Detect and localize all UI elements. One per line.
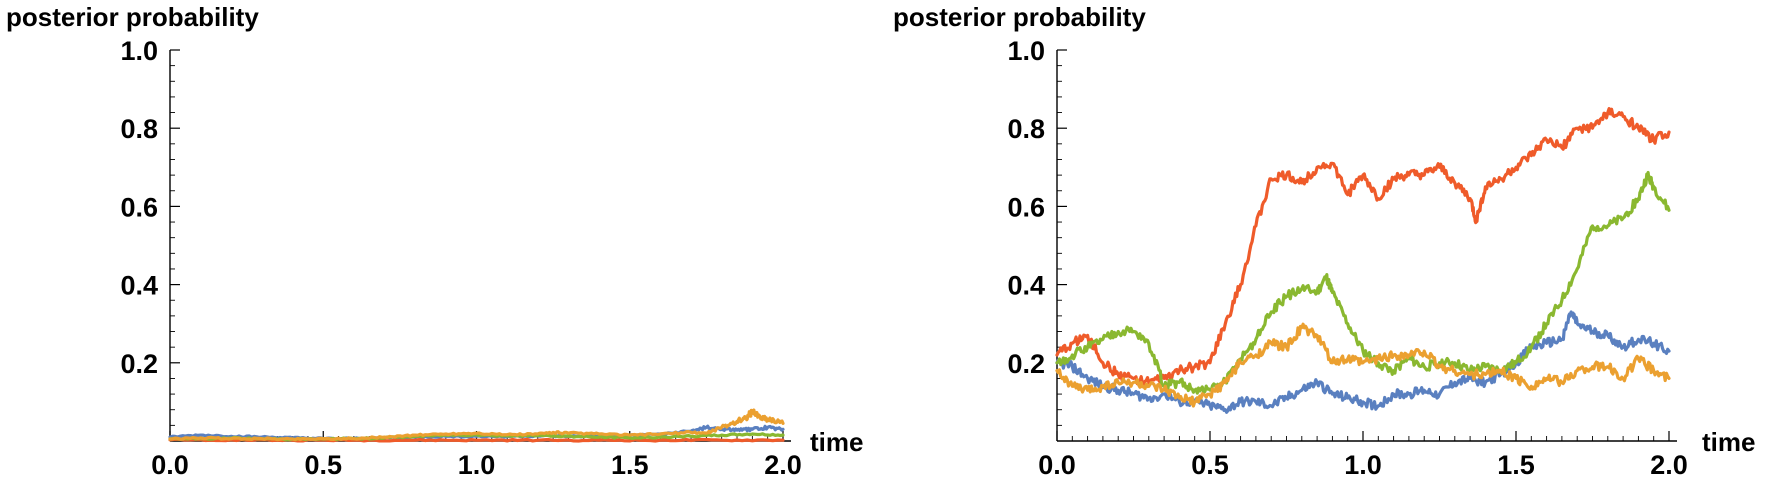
left-y-tick-label: 0.8 <box>120 114 158 144</box>
left-plot-area: 0.2 0.4 0.6 0.8 1.0 0.0 0.5 1.0 1.5 2.0 <box>120 36 801 480</box>
left-x-tick-label: 1.0 <box>458 450 496 480</box>
left-y-tick-label: 0.4 <box>120 271 158 301</box>
right-y-tick-label: 0.8 <box>1007 114 1045 144</box>
right-x-tick-label: 2.0 <box>1650 450 1688 480</box>
left-y-axis-title: posterior probability <box>6 2 259 32</box>
right-plot-area: 0.2 0.4 0.6 0.8 1.0 0.0 0.5 1.0 1.5 2.0 <box>1007 36 1687 480</box>
left-x-axis-title: time <box>810 427 863 457</box>
right-x-tick-label: 0.5 <box>1191 450 1229 480</box>
left-chart: posterior probability time 0.2 0.4 0.6 0.8 1… <box>6 2 863 480</box>
left-y-tick-label: 0.2 <box>120 349 158 379</box>
right-x-tick-label: 1.5 <box>1497 450 1535 480</box>
right-y-axis-title: posterior probability <box>893 2 1146 32</box>
left-y-tick-label: 1.0 <box>120 36 158 66</box>
left-y-tick-label: 0.6 <box>120 192 158 222</box>
left-x-tick-label: 2.0 <box>764 450 802 480</box>
right-chart: posterior probability time 0.2 0.4 0.6 0.8 1… <box>893 2 1755 480</box>
right-series-line-1 <box>1055 310 1671 414</box>
right-x-tick-label: 1.0 <box>1344 450 1382 480</box>
left-x-tick-label: 1.5 <box>611 450 649 480</box>
right-y-tick-label: 1.0 <box>1007 36 1045 66</box>
left-x-tick-label: 0.0 <box>151 450 189 480</box>
right-series-line-4 <box>1055 322 1671 408</box>
right-y-tick-label: 0.4 <box>1007 271 1045 301</box>
right-x-tick-label: 0.0 <box>1038 450 1076 480</box>
left-series-line-4 <box>168 408 785 442</box>
left-x-tick-label: 0.5 <box>304 450 342 480</box>
right-y-tick-label: 0.6 <box>1007 192 1045 222</box>
right-y-tick-label: 0.2 <box>1007 349 1045 379</box>
right-x-axis-title: time <box>1702 427 1755 457</box>
right-series-line-3 <box>1055 170 1671 395</box>
